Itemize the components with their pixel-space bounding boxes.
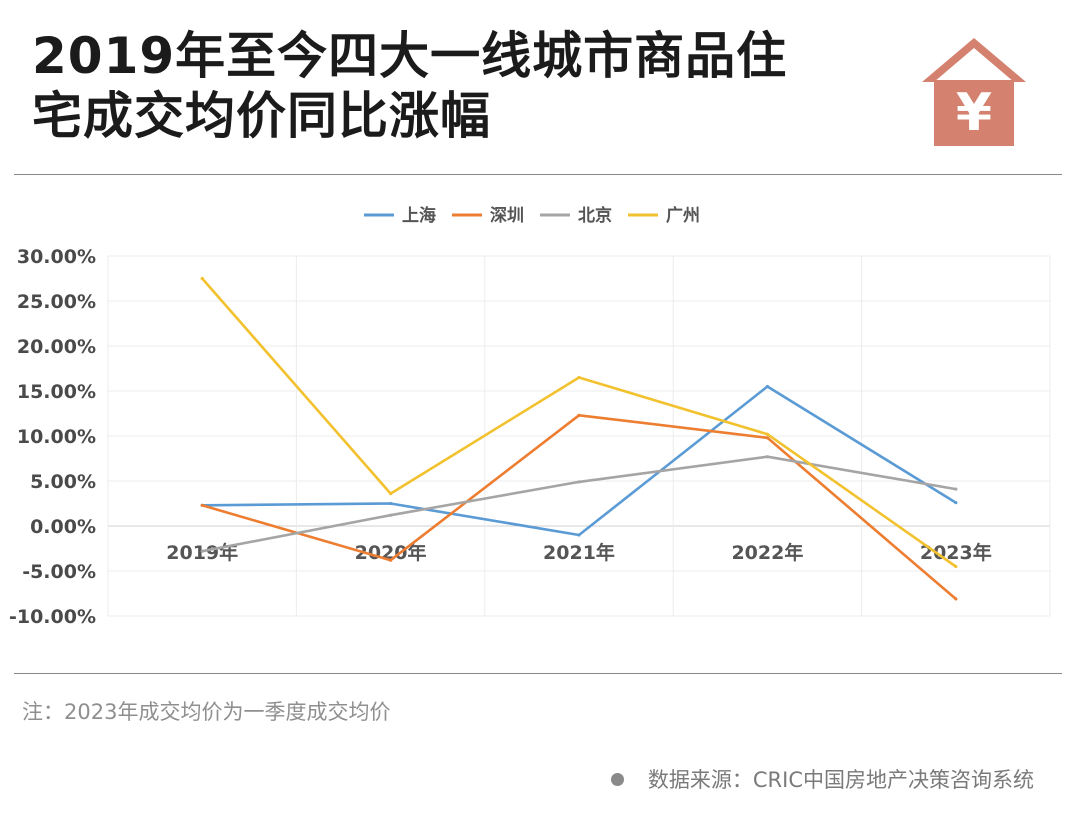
line-chart: 30.00% 25.00% 20.00% 15.00% 10.00% 5.00% 0.00%… bbox=[9, 205, 1051, 628]
data-point bbox=[389, 492, 393, 496]
data-point bbox=[200, 549, 204, 553]
data-point bbox=[765, 455, 770, 459]
data-point bbox=[765, 384, 770, 389]
legend-label: 广州 bbox=[666, 205, 700, 226]
chart-title: 2019年至今四大一线城市商品住 宅成交均价同比涨幅 bbox=[32, 26, 892, 146]
y-tick-label: -10.00% bbox=[9, 606, 96, 628]
top-divider bbox=[14, 174, 1062, 175]
data-point bbox=[200, 503, 204, 507]
yuan-symbol: ¥ bbox=[956, 83, 992, 143]
chart-area: 30.00% 25.00% 20.00% 15.00% 10.00% 5.00% 0.00%… bbox=[0, 176, 1080, 672]
bullet-dot-icon bbox=[610, 772, 624, 786]
y-tick-label: -5.00% bbox=[22, 561, 96, 583]
house-body bbox=[934, 80, 1014, 146]
house-yuan-icon: ¥ bbox=[922, 38, 1026, 146]
y-tick-label: 10.00% bbox=[17, 426, 96, 448]
data-point bbox=[577, 533, 581, 537]
data-point bbox=[954, 487, 958, 491]
data-point bbox=[200, 276, 204, 281]
data-point bbox=[389, 501, 393, 506]
y-tick-label: 5.00% bbox=[30, 471, 96, 493]
data-point bbox=[577, 413, 581, 417]
data-point bbox=[389, 558, 393, 562]
data-point bbox=[954, 597, 958, 601]
title-line-2: 宅成交均价同比涨幅 bbox=[32, 87, 491, 145]
legend-label: 北京 bbox=[578, 205, 612, 226]
y-tick-label: 30.00% bbox=[17, 246, 96, 268]
x-tick-label: 2023年 bbox=[920, 541, 992, 564]
legend-label: 上海 bbox=[402, 205, 436, 226]
y-tick-label: 0.00% bbox=[30, 516, 96, 538]
x-tick-label: 2022年 bbox=[731, 541, 803, 564]
y-tick-label: 15.00% bbox=[17, 381, 96, 403]
series-line-广州 bbox=[200, 277, 958, 568]
y-tick-label: 25.00% bbox=[17, 291, 96, 313]
legend-label: 深圳 bbox=[490, 205, 524, 226]
house-roof bbox=[922, 38, 1026, 82]
data-point bbox=[954, 501, 958, 505]
data-point bbox=[577, 480, 581, 484]
data-source-text: 数据来源：CRIC中国房地产决策咨询系统 bbox=[647, 768, 1034, 792]
data-source: 数据来源：CRIC中国房地产决策咨询系统 bbox=[610, 764, 1034, 794]
data-point bbox=[389, 513, 393, 517]
data-point bbox=[765, 436, 770, 440]
data-point bbox=[954, 564, 958, 569]
y-tick-label: 20.00% bbox=[17, 336, 96, 358]
x-tick-label: 2021年 bbox=[543, 541, 615, 564]
title-line-1: 2019年至今四大一线城市商品住 bbox=[32, 27, 788, 85]
footnote: 注：2023年成交均价为一季度成交均价 bbox=[22, 700, 391, 724]
data-point bbox=[577, 375, 581, 380]
bottom-divider bbox=[14, 673, 1062, 674]
data-point bbox=[765, 432, 770, 436]
